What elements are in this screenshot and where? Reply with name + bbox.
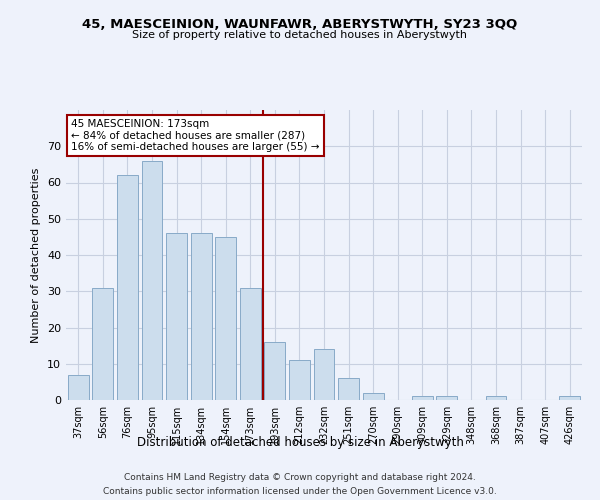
Text: Size of property relative to detached houses in Aberystwyth: Size of property relative to detached ho… xyxy=(133,30,467,40)
Bar xyxy=(68,374,89,400)
Text: 45, MAESCEINION, WAUNFAWR, ABERYSTWYTH, SY23 3QQ: 45, MAESCEINION, WAUNFAWR, ABERYSTWYTH, … xyxy=(82,18,518,30)
Bar xyxy=(117,176,138,400)
Bar xyxy=(362,393,383,400)
Bar xyxy=(240,288,261,400)
Bar xyxy=(289,360,310,400)
Text: 45 MAESCEINION: 173sqm
← 84% of detached houses are smaller (287)
16% of semi-de: 45 MAESCEINION: 173sqm ← 84% of detached… xyxy=(71,118,320,152)
Bar xyxy=(412,396,433,400)
Bar xyxy=(166,233,187,400)
Bar xyxy=(436,396,457,400)
Text: Distribution of detached houses by size in Aberystwyth: Distribution of detached houses by size … xyxy=(137,436,463,449)
Bar xyxy=(314,349,334,400)
Bar xyxy=(338,378,359,400)
Text: Contains public sector information licensed under the Open Government Licence v3: Contains public sector information licen… xyxy=(103,486,497,496)
Bar xyxy=(142,161,163,400)
Bar xyxy=(92,288,113,400)
Text: Contains HM Land Registry data © Crown copyright and database right 2024.: Contains HM Land Registry data © Crown c… xyxy=(124,473,476,482)
Bar xyxy=(191,233,212,400)
Bar xyxy=(215,237,236,400)
Bar xyxy=(559,396,580,400)
Bar xyxy=(485,396,506,400)
Y-axis label: Number of detached properties: Number of detached properties xyxy=(31,168,41,342)
Bar xyxy=(265,342,286,400)
